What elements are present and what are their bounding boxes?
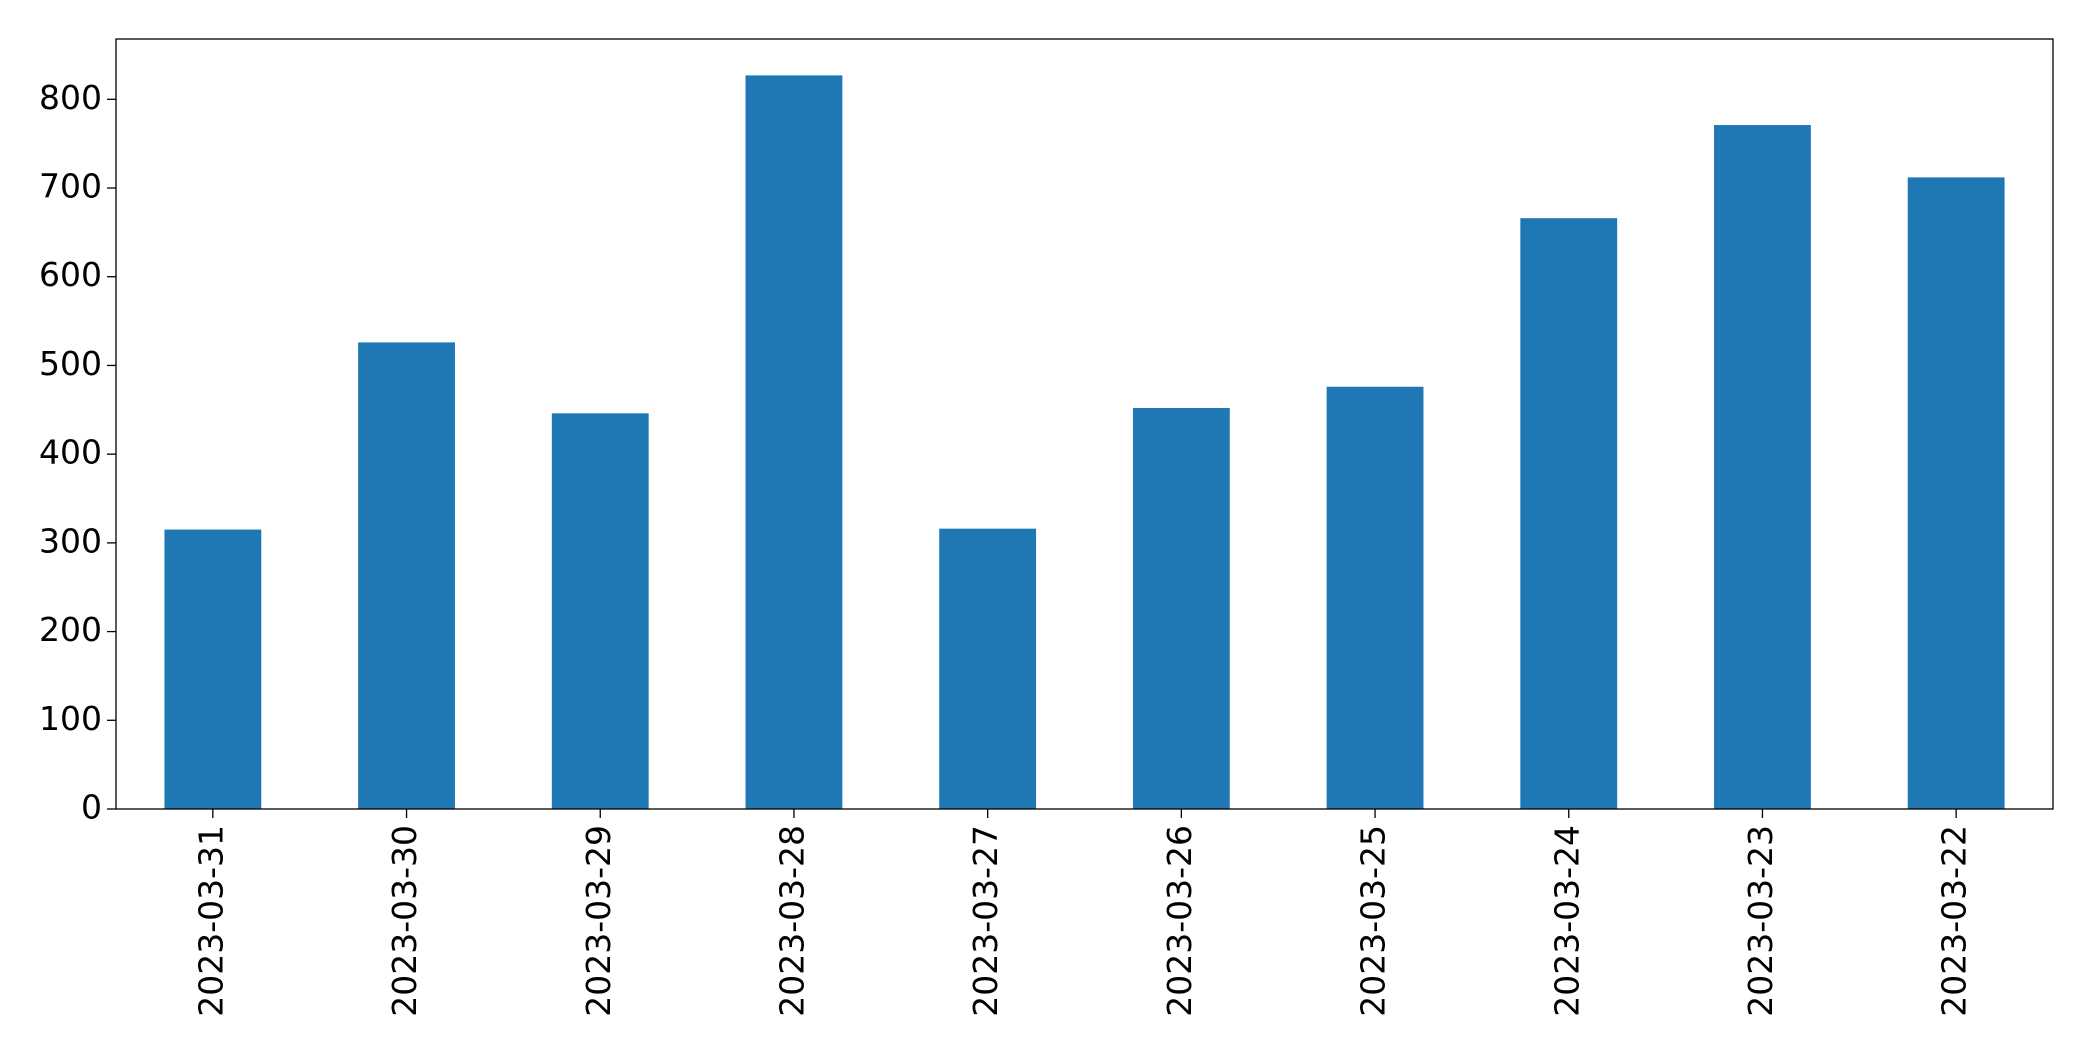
bar bbox=[1907, 177, 2005, 810]
bar bbox=[745, 75, 843, 809]
x-tick-label: 2023-03-26 bbox=[1160, 825, 1199, 1017]
x-tick-label: 2023-03-30 bbox=[385, 825, 424, 1017]
bar bbox=[939, 528, 1037, 809]
x-tick-label: 2023-03-31 bbox=[191, 825, 230, 1017]
x-tick-label: 2023-03-25 bbox=[1354, 825, 1393, 1017]
bar bbox=[1132, 408, 1230, 809]
x-tick-label: 2023-03-24 bbox=[1547, 825, 1586, 1017]
x-tick-label: 2023-03-28 bbox=[772, 825, 811, 1017]
y-tick-label: 600 bbox=[39, 255, 102, 294]
y-tick-label: 700 bbox=[39, 167, 102, 206]
y-tick-label: 800 bbox=[39, 78, 102, 117]
y-tick-label: 400 bbox=[39, 433, 102, 472]
bar bbox=[1326, 386, 1424, 809]
x-tick-label: 2023-03-29 bbox=[579, 825, 618, 1017]
x-tick-label: 2023-03-22 bbox=[1935, 825, 1974, 1017]
plot-frame bbox=[115, 38, 2054, 810]
y-tick-label: 500 bbox=[39, 344, 102, 383]
bar bbox=[164, 529, 262, 809]
y-tick-label: 0 bbox=[81, 788, 102, 827]
x-tick-label: 2023-03-23 bbox=[1741, 825, 1780, 1017]
bar bbox=[551, 413, 649, 809]
bar bbox=[1714, 125, 1811, 809]
y-tick-label: 100 bbox=[39, 699, 102, 738]
bar bbox=[358, 342, 455, 809]
bar bbox=[1520, 218, 1618, 809]
y-tick-label: 200 bbox=[39, 610, 102, 649]
y-tick-label: 300 bbox=[39, 521, 102, 560]
x-tick-label: 2023-03-27 bbox=[966, 825, 1005, 1017]
